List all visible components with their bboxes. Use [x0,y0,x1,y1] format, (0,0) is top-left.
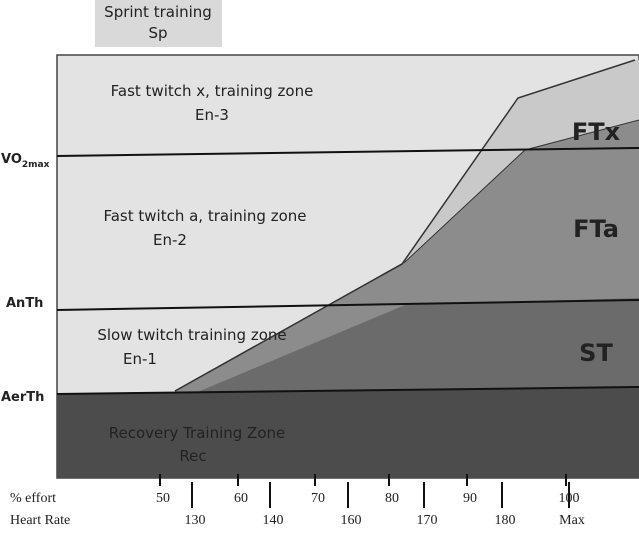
sprint-title: Sprint training [104,3,212,21]
vo2max-line [56,147,639,157]
zone-title: Recovery Training Zone [109,424,285,442]
zone-title: Fast twitch x, training zone [111,82,314,100]
effort-tick: 90 [463,491,477,506]
effort-tick: 80 [385,491,399,506]
hr-tick: 130 [185,513,206,528]
fiber-label: FTa [573,215,619,243]
threshold-label: AnTh [6,296,43,311]
threshold-text: VO [1,152,22,167]
fta-line [174,119,639,392]
zone-code: En-2 [153,231,187,249]
recovery-region [57,387,639,478]
fiber-label: ST [579,339,613,367]
hr-tick: 170 [417,513,438,528]
hr-label: Heart Rate [10,513,70,528]
zone-code: En-3 [195,106,229,124]
threshold-subscript: 2max [22,160,50,170]
anth-line [56,299,639,311]
threshold-label: AerTh [1,390,44,405]
effort-tick: 50 [156,491,170,506]
sprint-code: Sp [148,24,167,42]
threshold-label: VO2max [1,152,50,170]
hr-tick: 180 [495,513,516,528]
zone-code: En-1 [123,350,157,368]
sprint-box [95,0,222,47]
zone-title: Fast twitch a, training zone [103,207,306,225]
fiber-label: FTx [572,118,621,146]
hr-tick: 160 [341,513,362,528]
effort-tick: 70 [311,491,325,506]
zone-code: Rec [179,447,206,465]
effort-label: % effort [10,491,56,506]
effort-tick: 60 [234,491,248,506]
hr-tick: Max [559,513,585,528]
hr-tick: 140 [263,513,284,528]
zone-title: Slow twitch training zone [97,326,286,344]
aerth-line [56,386,639,395]
ticks: 5060708090100130140160170180Max [156,474,585,528]
